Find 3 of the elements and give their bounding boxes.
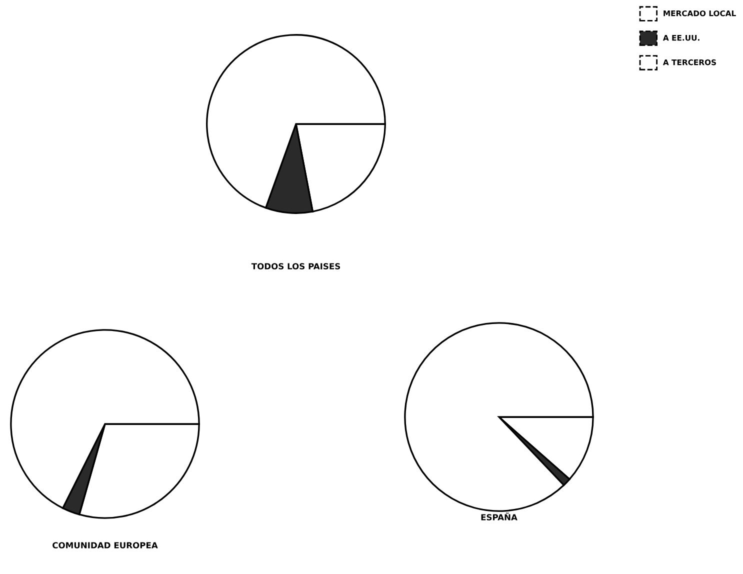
text: ESPAÑA: [481, 512, 518, 520]
text: COMUNIDAD EUROPEA: [52, 542, 158, 548]
text: TODOS LOS PAISES: [251, 263, 340, 270]
